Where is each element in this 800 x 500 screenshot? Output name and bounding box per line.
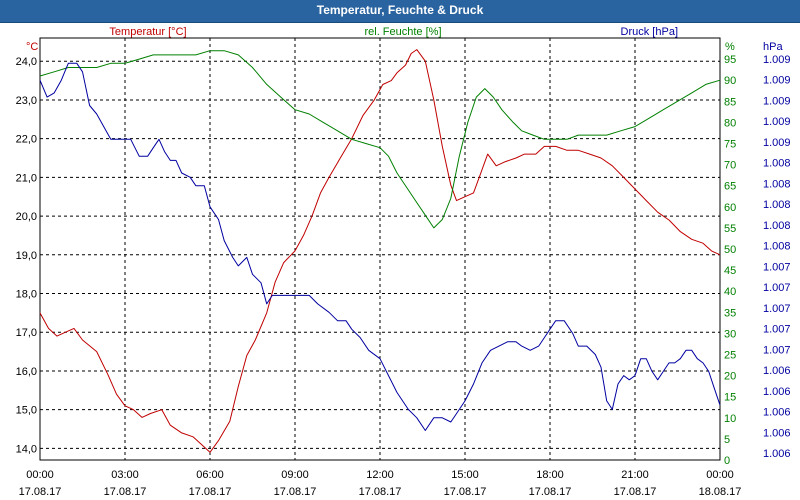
pressure-tick: 1.007 xyxy=(763,282,791,294)
temperature-tick: 18,0 xyxy=(16,289,37,301)
temperature-tick: 23,0 xyxy=(16,95,37,107)
humidity-tick: 25 xyxy=(724,350,736,362)
x-tick-time: 09:00 xyxy=(281,469,309,481)
humidity-axis-label: rel. Feuchte [%] xyxy=(364,26,441,38)
humidity-tick: 10 xyxy=(724,413,736,425)
humidity-tick: 40 xyxy=(724,286,736,298)
x-tick-date: 17.08.17 xyxy=(189,486,232,498)
x-tick-time: 15:00 xyxy=(451,469,479,481)
x-tick-date: 17.08.17 xyxy=(614,486,657,498)
humidity-unit: % xyxy=(725,41,735,53)
axis-labels: 00:00 17.08.17 03:00 17.08.17 06:00 17.08.17 0… xyxy=(16,26,791,498)
pressure-tick: 1.006 xyxy=(763,448,791,460)
pressure-tick: 1.006 xyxy=(763,386,791,398)
series-line-temperature xyxy=(39,49,721,453)
pressure-tick: 1.008 xyxy=(763,178,791,190)
humidity-tick: 30 xyxy=(724,328,736,340)
temperature-tick: 24,0 xyxy=(16,56,37,68)
humidity-tick: 50 xyxy=(724,244,736,256)
humidity-tick: 80 xyxy=(724,117,736,129)
temperature-tick: 16,0 xyxy=(16,366,37,378)
x-tick-date: 18.08.17 xyxy=(699,486,742,498)
pressure-tick: 1.007 xyxy=(763,261,791,273)
x-tick-date: 17.08.17 xyxy=(529,486,572,498)
temperature-tick: 21,0 xyxy=(16,172,37,184)
humidity-tick: 65 xyxy=(724,181,736,193)
humidity-tick: 90 xyxy=(724,75,736,87)
x-tick-time: 18:00 xyxy=(536,469,564,481)
x-tick-time: 03:00 xyxy=(111,469,139,481)
pressure-tick: 1.009 xyxy=(763,54,791,66)
x-tick-date: 17.08.17 xyxy=(444,486,487,498)
temperature-tick: 17,0 xyxy=(16,327,37,339)
temperature-tick: 15,0 xyxy=(16,405,37,417)
humidity-tick: 75 xyxy=(724,139,736,151)
humidity-tick: 20 xyxy=(724,371,736,383)
series-line-humidity xyxy=(39,50,721,229)
humidity-tick: 35 xyxy=(724,307,736,319)
humidity-tick: 95 xyxy=(724,54,736,66)
pressure-tick: 1.007 xyxy=(763,324,791,336)
temperature-tick: 19,0 xyxy=(16,250,37,262)
series-line-pressure xyxy=(39,62,721,431)
pressure-axis-label: Druck [hPa] xyxy=(621,26,678,38)
x-tick-date: 17.08.17 xyxy=(19,486,62,498)
pressure-unit: hPa xyxy=(763,41,783,53)
pressure-tick: 1.008 xyxy=(763,220,791,232)
x-tick-date: 17.08.17 xyxy=(104,486,147,498)
humidity-tick: 45 xyxy=(724,265,736,277)
humidity-tick: 70 xyxy=(724,160,736,172)
pressure-tick: 1.008 xyxy=(763,158,791,170)
pressure-tick: 1.009 xyxy=(763,95,791,107)
pressure-tick: 1.007 xyxy=(763,303,791,315)
temperature-axis-label: Temperatur [°C] xyxy=(109,26,186,38)
series-lines xyxy=(39,49,721,453)
x-tick-date: 17.08.17 xyxy=(359,486,402,498)
pressure-tick: 1.009 xyxy=(763,116,791,128)
temperature-tick: 14,0 xyxy=(16,443,37,455)
humidity-tick: 15 xyxy=(724,392,736,404)
humidity-tick: 60 xyxy=(724,202,736,214)
humidity-tick: 55 xyxy=(724,223,736,235)
x-tick-date: 17.08.17 xyxy=(274,486,317,498)
humidity-tick: 85 xyxy=(724,96,736,108)
title-bar: Temperatur, Feuchte & Druck xyxy=(0,0,800,23)
chart-title: Temperatur, Feuchte & Druck xyxy=(316,3,484,17)
x-tick-time: 00:00 xyxy=(706,469,734,481)
pressure-tick: 1.009 xyxy=(763,75,791,87)
pressure-tick: 1.006 xyxy=(763,427,791,439)
x-tick-time: 06:00 xyxy=(196,469,224,481)
x-tick-time: 21:00 xyxy=(621,469,649,481)
humidity-tick: 0 xyxy=(724,455,730,467)
pressure-tick: 1.009 xyxy=(763,137,791,149)
x-tick-time: 00:00 xyxy=(26,469,54,481)
pressure-tick: 1.006 xyxy=(763,407,791,419)
humidity-tick: 5 xyxy=(724,434,730,446)
temperature-unit: °C xyxy=(26,41,38,53)
pressure-tick: 1.008 xyxy=(763,199,791,211)
pressure-tick: 1.007 xyxy=(763,344,791,356)
grid-lines xyxy=(39,37,721,461)
temperature-tick: 22,0 xyxy=(16,134,37,146)
temperature-tick: 20,0 xyxy=(16,211,37,223)
x-tick-time: 12:00 xyxy=(366,469,394,481)
pressure-tick: 1.008 xyxy=(763,241,791,253)
pressure-tick: 1.006 xyxy=(763,365,791,377)
